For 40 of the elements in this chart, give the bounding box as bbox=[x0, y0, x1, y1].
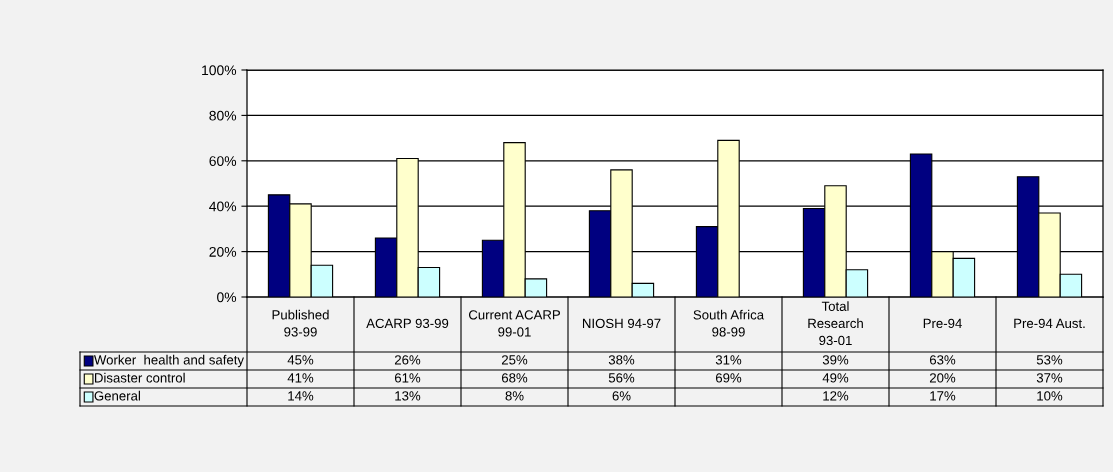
data-label: 53% bbox=[1036, 355, 1063, 365]
data-label: 20% bbox=[929, 373, 956, 383]
data-label: 17% bbox=[930, 391, 956, 401]
x-tick-label: Published 93-99 bbox=[272, 309, 329, 337]
data-label: 10% bbox=[1037, 391, 1063, 401]
data-label: 45% bbox=[287, 355, 314, 365]
x-tick-label: NIOSH 94-97 bbox=[582, 318, 661, 329]
x-tick-label: ACARP 93-99 bbox=[366, 318, 449, 329]
x-tick-label: Current ACARP 99-01 bbox=[468, 310, 560, 337]
data-label: 25% bbox=[501, 355, 528, 365]
x-tick-label: South Africa 98-99 bbox=[693, 309, 765, 337]
data-label: 63% bbox=[929, 355, 956, 365]
legend-label: General bbox=[94, 390, 140, 401]
legend-label: Disaster control bbox=[94, 372, 185, 383]
data-label: 14% bbox=[288, 391, 314, 401]
data-label: 12% bbox=[823, 391, 849, 401]
y-tick-label: 60% bbox=[209, 156, 237, 166]
data-label: 8% bbox=[505, 391, 524, 401]
data-label: 39% bbox=[822, 355, 849, 365]
x-tick-label: Pre-94 Aust. bbox=[1014, 318, 1085, 329]
y-tick-label: 40% bbox=[209, 201, 237, 212]
data-label: 26% bbox=[394, 355, 421, 365]
data-label: 6% bbox=[612, 391, 631, 401]
data-label: 69% bbox=[715, 373, 742, 383]
data-label: 37% bbox=[1036, 373, 1063, 383]
data-label: 31% bbox=[715, 355, 742, 365]
data-label: 49% bbox=[822, 373, 849, 383]
x-tick-label: Pre-94 bbox=[923, 318, 962, 329]
y-tick-label: 20% bbox=[209, 246, 237, 257]
data-label: 41% bbox=[287, 373, 314, 383]
data-label: 13% bbox=[395, 391, 421, 401]
data-label: 61% bbox=[394, 373, 421, 383]
data-label: 56% bbox=[608, 373, 635, 383]
y-tick-label: 100% bbox=[202, 65, 237, 76]
legend-label: Worker health and safety bbox=[93, 354, 244, 368]
x-tick-label: Total Research 93-01 bbox=[808, 301, 863, 346]
y-tick-label: 80% bbox=[209, 110, 237, 121]
y-tick-label: 0% bbox=[217, 292, 237, 303]
data-label: 68% bbox=[501, 373, 528, 383]
data-label: 38% bbox=[608, 355, 635, 365]
